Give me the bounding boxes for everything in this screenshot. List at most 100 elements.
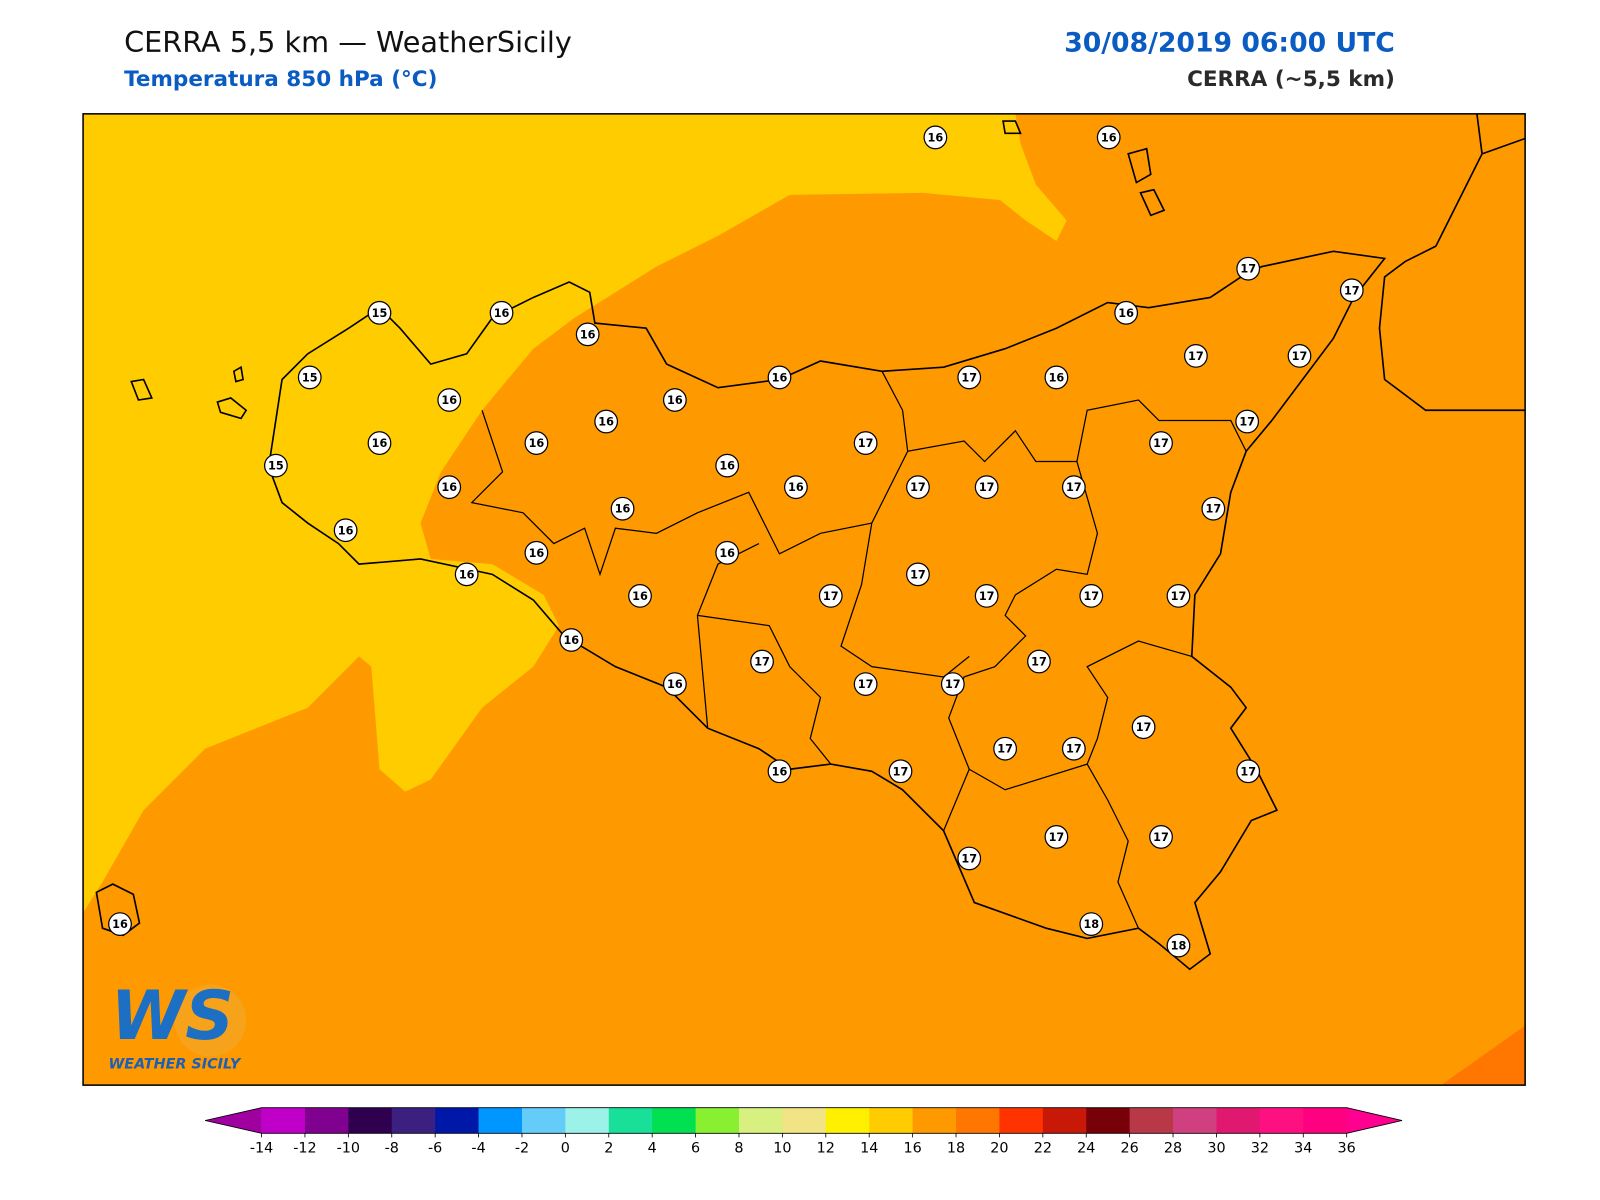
station-marker (957, 846, 982, 871)
station-marker (767, 759, 792, 784)
colorbar-tick-label: 10 (773, 1141, 791, 1157)
station-value: 16 (494, 307, 510, 320)
station-marker (853, 431, 878, 455)
colorbar-tick-label: 32 (1251, 1141, 1269, 1157)
station-marker (750, 649, 774, 674)
station-marker (1201, 496, 1226, 521)
colorbar-bin (1042, 1107, 1087, 1134)
station-value: 16 (441, 481, 457, 494)
colorbar-tick-label: 18 (947, 1141, 965, 1157)
station-value: 17 (1153, 437, 1169, 450)
station-marker (1287, 343, 1312, 368)
station-marker (594, 409, 619, 434)
colorbar-bin (999, 1107, 1044, 1134)
station-value: 17 (979, 481, 995, 494)
station-value: 17 (1153, 831, 1169, 844)
colorbar-tick-label: 26 (1121, 1141, 1139, 1157)
colorbar-tick-label: 2 (604, 1141, 613, 1157)
station-marker (1044, 365, 1069, 390)
station-marker (1114, 300, 1139, 325)
colorbar-bin (738, 1107, 783, 1134)
colorbar-tick-label: 16 (903, 1141, 921, 1157)
station-value: 17 (1066, 743, 1082, 756)
station-value: 18 (1083, 918, 1099, 931)
station-value: 17 (1136, 721, 1152, 734)
station-value: 17 (979, 590, 995, 603)
station-marker (923, 125, 948, 150)
station-value: 17 (1239, 416, 1255, 429)
colorbar-bin (435, 1107, 480, 1134)
station-marker (1236, 759, 1261, 784)
colorbar-tick-label: 22 (1034, 1141, 1052, 1157)
station-value: 17 (1049, 831, 1065, 844)
colorbar-over (1346, 1107, 1403, 1134)
station-marker (818, 583, 843, 608)
colorbar: -14 -12 -10 -8 -6 -4 -2 0 2 4 6 8 10 12 14 16 18 20 22 24 26… (205, 1107, 1403, 1157)
colorbar-bin (1259, 1107, 1304, 1134)
station-value: 16 (580, 328, 596, 341)
station-marker (715, 540, 740, 565)
station-marker (1166, 933, 1191, 958)
station-value: 15 (268, 460, 284, 473)
colorbar-bin (261, 1107, 306, 1134)
station-value: 16 (667, 394, 683, 407)
colorbar-bin (565, 1107, 610, 1134)
station-value: 17 (910, 568, 926, 581)
station-marker (993, 736, 1018, 761)
colorbar-bin (1216, 1107, 1261, 1134)
station-marker (1236, 256, 1261, 281)
station-marker (1131, 715, 1156, 740)
sicily-coast (267, 250, 1387, 971)
station-value: 17 (1205, 503, 1221, 516)
station-value: 17 (1292, 350, 1308, 363)
colorbar-bin (912, 1107, 957, 1134)
station-marker (437, 475, 462, 500)
subtitle: Temperatura 850 hPa (°C) (124, 67, 437, 92)
station-value: 17 (1188, 350, 1204, 363)
station-value: 16 (632, 590, 648, 603)
map: 16 16 17 17 16 17 17 15 16 16 15 16 16 16 17 16 16 17 16 16… (83, 113, 1526, 1086)
station-marker (767, 365, 792, 390)
station-marker (1149, 825, 1173, 849)
colorbar-tick-label: -6 (428, 1141, 442, 1157)
station-marker (1079, 583, 1104, 608)
coastlines (95, 113, 1526, 971)
station-marker (1079, 912, 1104, 936)
station-marker (524, 540, 549, 565)
colorbar-bin (825, 1107, 870, 1134)
station-marker (297, 365, 322, 390)
station-marker (524, 431, 549, 455)
logo-text: WEATHER SICILY (108, 1057, 241, 1073)
colorbar-bin (956, 1107, 1000, 1134)
station-value: 17 (1031, 656, 1047, 669)
map-frame (82, 113, 1526, 1086)
station-marker (610, 496, 635, 521)
station-marker (888, 759, 913, 784)
station-marker (367, 300, 392, 325)
station-value: 16 (772, 371, 788, 384)
station-value: 17 (961, 371, 977, 384)
station-marker (1235, 409, 1260, 434)
islands (95, 120, 1166, 937)
station-marker (1096, 125, 1121, 150)
station-marker (662, 672, 687, 696)
boundaries (470, 370, 1247, 929)
colorbar-bin (478, 1107, 523, 1134)
station-marker (940, 672, 965, 696)
station-value: 18 (1171, 940, 1187, 953)
station-value: 16 (459, 568, 475, 581)
colorbar-bin (652, 1107, 697, 1134)
station-value: 17 (945, 678, 961, 691)
colorbar-tick-label: -10 (337, 1141, 360, 1157)
colorbar-bin (782, 1107, 827, 1134)
colorbar-tick-label: 30 (1207, 1141, 1225, 1157)
title: CERRA 5,5 km — WeatherSicily (124, 25, 572, 59)
colorbar-under (205, 1107, 262, 1134)
station-value: 17 (961, 852, 977, 865)
logo: WS WEATHER SICILY (108, 976, 247, 1073)
station-value: 17 (1083, 590, 1099, 603)
colorbar-tick-label: -14 (250, 1141, 273, 1157)
station-value: 17 (754, 656, 770, 669)
station-value: 17 (893, 765, 909, 778)
